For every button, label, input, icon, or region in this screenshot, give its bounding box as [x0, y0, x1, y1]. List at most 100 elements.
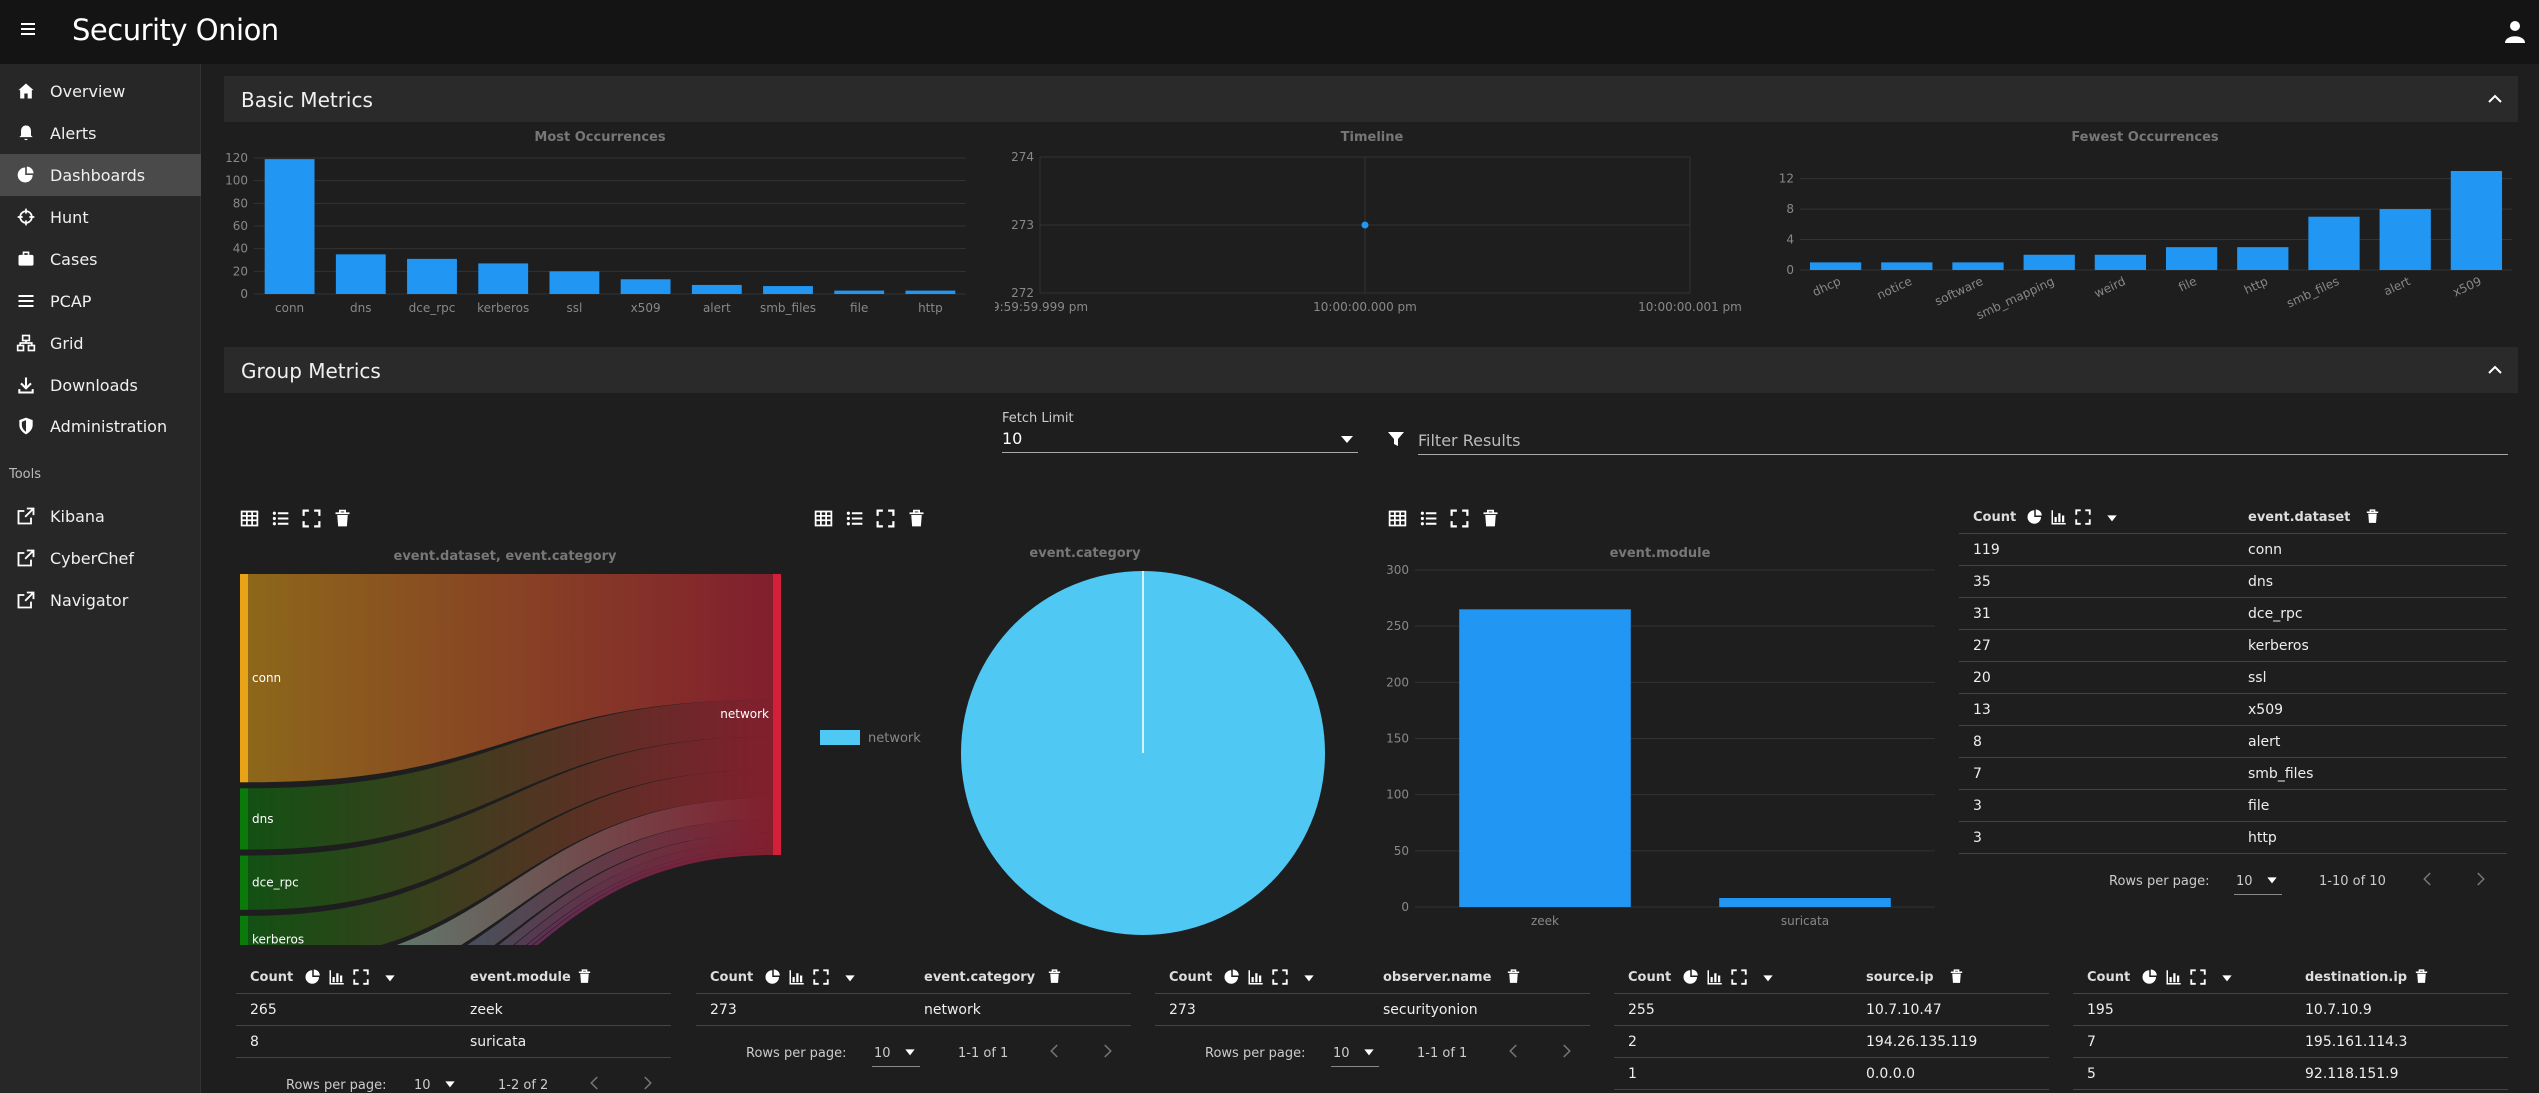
table-row[interactable]: 273 network	[696, 994, 1131, 1026]
value-cell[interactable]: dns	[2248, 574, 2274, 590]
count-header[interactable]: Count	[710, 970, 754, 985]
value-cell[interactable]: 92.118.151.9	[2305, 1066, 2399, 1082]
table-row[interactable]: 7 195.161.114.3	[2073, 1026, 2508, 1058]
value-cell[interactable]: x509	[2248, 702, 2284, 718]
table-row[interactable]: 3 file	[1959, 790, 2507, 822]
table-row[interactable]: 27 kerberos	[1959, 630, 2507, 662]
value-cell[interactable]: ssl	[2248, 670, 2267, 686]
pie-icon[interactable]	[764, 968, 782, 986]
chevron-right-icon[interactable]	[1098, 1042, 1116, 1062]
fetch-limit-select[interactable]: 10	[1002, 429, 1023, 448]
caret-down-icon[interactable]	[2264, 872, 2280, 892]
caret-down-icon[interactable]	[1361, 1044, 1377, 1064]
value-cell[interactable]: suricata	[470, 1034, 527, 1050]
field-header[interactable]: event.module	[470, 970, 571, 985]
table-row[interactable]: 255 10.7.10.47	[1614, 994, 2049, 1026]
trash-icon[interactable]	[2364, 508, 2380, 526]
nav-item-hunt[interactable]: Hunt	[0, 196, 201, 238]
count-header[interactable]: Count	[1973, 510, 2017, 525]
chevron-left-icon[interactable]	[586, 1074, 604, 1093]
bar-chart-icon[interactable]	[2165, 968, 2183, 986]
user-account-icon[interactable]	[2503, 18, 2527, 44]
trash-icon[interactable]	[1480, 508, 1501, 529]
rows-per-page-select[interactable]: 10	[874, 1046, 891, 1061]
table-row[interactable]: 7 smb_files	[1959, 758, 2507, 790]
caret-down-icon[interactable]	[1340, 434, 1354, 444]
count-header[interactable]: Count	[1169, 970, 1213, 985]
trash-icon[interactable]	[332, 508, 353, 529]
trash-icon[interactable]	[2413, 968, 2429, 986]
value-cell[interactable]: 10.7.10.47	[1866, 1002, 1942, 1018]
chevron-up-icon[interactable]	[2486, 90, 2504, 108]
tool-link-kibana[interactable]: Kibana	[0, 495, 201, 537]
sort-caret-icon[interactable]	[842, 970, 860, 988]
value-cell[interactable]: conn	[2248, 542, 2283, 558]
table-row[interactable]: 8 suricata	[236, 1026, 671, 1058]
table-icon[interactable]	[239, 508, 260, 529]
chevron-left-icon[interactable]	[1046, 1042, 1064, 1062]
value-cell[interactable]: network	[924, 1002, 981, 1018]
hamburger-menu-icon[interactable]	[18, 20, 38, 40]
nav-item-pcap[interactable]: PCAP	[0, 280, 201, 322]
chevron-up-icon[interactable]	[2486, 361, 2504, 379]
table-row[interactable]: 119 conn	[1959, 534, 2507, 566]
field-header[interactable]: destination.ip	[2305, 970, 2408, 985]
table-icon[interactable]	[1387, 508, 1408, 529]
bar-chart-icon[interactable]	[1247, 968, 1265, 986]
table-row[interactable]: 13 x509	[1959, 694, 2507, 726]
value-cell[interactable]: file	[2248, 798, 2270, 814]
fullscreen-icon[interactable]	[812, 968, 830, 986]
bar-chart-icon[interactable]	[2050, 508, 2068, 526]
trash-icon[interactable]	[1046, 968, 1062, 986]
chevron-right-icon[interactable]	[2471, 870, 2489, 890]
app-logo[interactable]: Security Onion	[72, 13, 279, 47]
group-metrics-header[interactable]: Group Metrics	[224, 347, 2518, 393]
table-row[interactable]: 265 zeek	[236, 994, 671, 1026]
trash-icon[interactable]	[1948, 968, 1964, 986]
basic-metrics-header[interactable]: Basic Metrics	[224, 76, 2518, 122]
sort-caret-icon[interactable]	[1760, 970, 1778, 988]
field-header[interactable]: observer.name	[1383, 970, 1492, 985]
nav-item-grid[interactable]: Grid	[0, 322, 201, 364]
value-cell[interactable]: dce_rpc	[2248, 606, 2303, 622]
table-row[interactable]: 3 http	[1959, 822, 2507, 854]
bullet-list-icon[interactable]	[270, 508, 291, 529]
fullscreen-icon[interactable]	[2074, 508, 2092, 526]
nav-item-cases[interactable]: Cases	[0, 238, 201, 280]
value-cell[interactable]: securityonion	[1383, 1002, 1478, 1018]
tool-link-cyberchef[interactable]: CyberChef	[0, 537, 201, 579]
value-cell[interactable]: smb_files	[2248, 766, 2314, 782]
fullscreen-icon[interactable]	[301, 508, 322, 529]
pie-icon[interactable]	[304, 968, 322, 986]
fullscreen-icon[interactable]	[875, 508, 896, 529]
table-row[interactable]: 195 10.7.10.9	[2073, 994, 2508, 1026]
nav-item-overview[interactable]: Overview	[0, 70, 201, 112]
nav-item-administration[interactable]: Administration	[0, 405, 201, 447]
fullscreen-icon[interactable]	[1449, 508, 1470, 529]
count-header[interactable]: Count	[2087, 970, 2131, 985]
value-cell[interactable]: http	[2248, 830, 2277, 846]
table-row[interactable]: 35 dns	[1959, 566, 2507, 598]
rows-per-page-select[interactable]: 10	[414, 1078, 431, 1093]
filter-results-input[interactable]	[1418, 427, 2508, 455]
rows-per-page-select[interactable]: 10	[2236, 874, 2253, 889]
nav-item-dashboards[interactable]: Dashboards	[0, 154, 201, 196]
table-row[interactable]: 273 securityonion	[1155, 994, 1590, 1026]
value-cell[interactable]: 195.161.114.3	[2305, 1034, 2408, 1050]
table-row[interactable]: 5 92.118.151.9	[2073, 1058, 2508, 1090]
fullscreen-icon[interactable]	[1271, 968, 1289, 986]
table-row[interactable]: 1 0.0.0.0	[1614, 1058, 2049, 1090]
pie-icon[interactable]	[1682, 968, 1700, 986]
rows-per-page-select[interactable]: 10	[1333, 1046, 1350, 1061]
pie-icon[interactable]	[2026, 508, 2044, 526]
table-row[interactable]: 8 alert	[1959, 726, 2507, 758]
caret-down-icon[interactable]	[442, 1076, 458, 1093]
field-header[interactable]: source.ip	[1866, 970, 1934, 985]
table-row[interactable]: 2 194.26.135.119	[1614, 1026, 2049, 1058]
value-cell[interactable]: 10.7.10.9	[2305, 1002, 2372, 1018]
chevron-left-icon[interactable]	[2419, 870, 2437, 890]
value-cell[interactable]: 0.0.0.0	[1866, 1066, 1915, 1082]
chevron-left-icon[interactable]	[1505, 1042, 1523, 1062]
sort-caret-icon[interactable]	[1301, 970, 1319, 988]
value-cell[interactable]: zeek	[470, 1002, 503, 1018]
